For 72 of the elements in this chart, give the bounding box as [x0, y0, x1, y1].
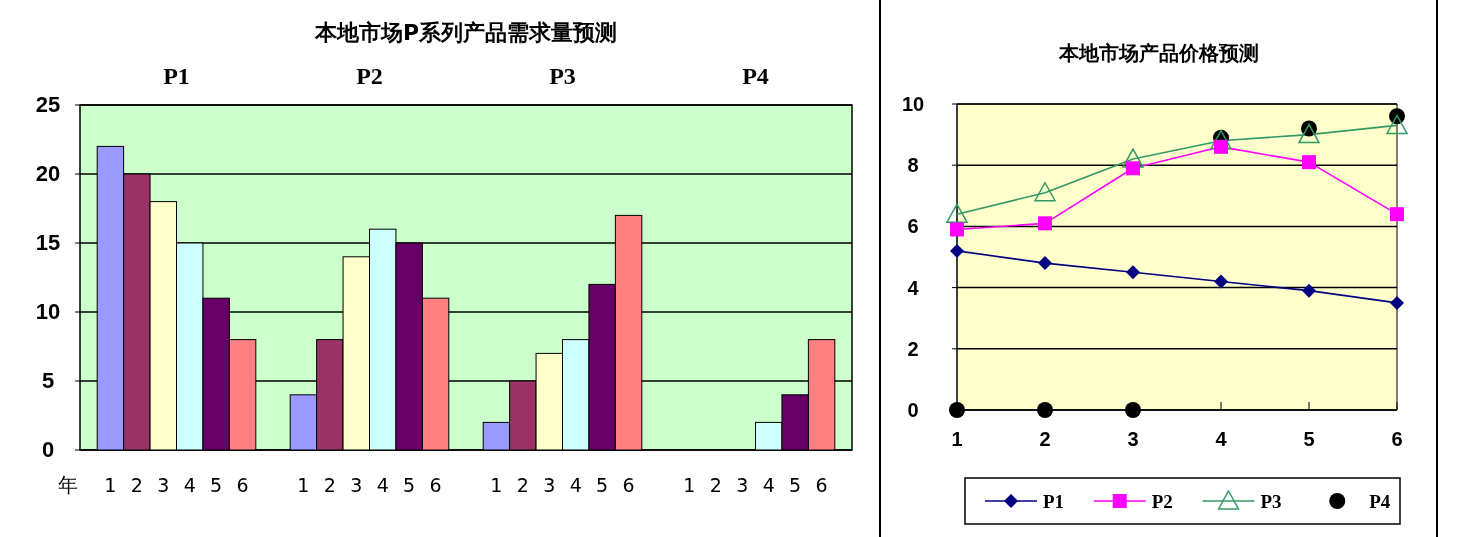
point	[1122, 148, 1144, 168]
text: 6	[622, 474, 635, 496]
y-tick-label: 15	[35, 230, 61, 255]
point	[1037, 402, 1053, 418]
y-tick-label: 2	[907, 337, 919, 360]
point	[1302, 155, 1316, 170]
y-tick-label: 8	[907, 154, 919, 177]
text: 4	[376, 474, 389, 496]
point	[1038, 256, 1052, 271]
text: 1	[490, 474, 503, 496]
point	[1390, 207, 1404, 222]
text: 5	[596, 474, 609, 496]
x-tick-label: P2	[356, 63, 383, 89]
series-label: 6	[236, 474, 249, 496]
text: 5	[789, 474, 802, 496]
y-tick-label: 6	[907, 215, 919, 238]
series-label: 1	[104, 474, 117, 496]
y-tick-label: 20	[35, 161, 61, 186]
point	[1302, 283, 1316, 298]
text: 4	[569, 474, 582, 496]
y-tick-label: 0	[41, 437, 55, 462]
y-tick-label: 0	[907, 399, 919, 421]
point	[1034, 181, 1056, 202]
chart-title: 本地市场产品价格预测	[1057, 41, 1259, 65]
x-tick-label: P1	[163, 63, 190, 89]
x-tick-label: P4	[742, 63, 769, 89]
legend-label: P1	[1043, 491, 1065, 512]
point	[1126, 161, 1140, 176]
y-tick-label: 5	[41, 368, 55, 393]
y-tick-label: 4	[907, 276, 920, 299]
text: 5	[403, 474, 416, 496]
point	[1298, 123, 1320, 144]
legend-label: P3	[1260, 491, 1282, 512]
x-tick-label: 3	[1127, 428, 1139, 450]
point	[1390, 295, 1404, 310]
series-label: 2	[130, 474, 143, 496]
legend-label: P4	[1369, 491, 1391, 512]
x-tick-label: 4	[1215, 428, 1228, 450]
y-tick-label: 25	[35, 92, 61, 117]
chart-title: 本地市场P系列产品需求量预测	[313, 20, 618, 45]
text: 3	[543, 474, 556, 496]
point	[1125, 402, 1141, 418]
text: 4	[762, 474, 775, 496]
y-tick-label: 10	[901, 93, 925, 115]
x-tick-label: P3	[549, 63, 576, 89]
x-tick-label: 5	[1303, 428, 1315, 450]
point	[950, 243, 964, 258]
text: 2	[516, 474, 529, 496]
series-label: 5	[210, 474, 223, 496]
legend-label: P2	[1151, 491, 1173, 512]
y-tick-label: 10	[35, 299, 61, 324]
text: 3	[350, 474, 363, 496]
text: 1	[297, 474, 310, 496]
text: 6	[815, 474, 828, 496]
x-tick-label: 2	[1039, 428, 1051, 450]
x-tick-label: 6	[1391, 428, 1403, 450]
point	[1038, 216, 1052, 231]
x-tick-label: 1	[951, 428, 963, 450]
text: 2	[709, 474, 722, 496]
point	[949, 402, 965, 418]
point	[946, 203, 968, 223]
point	[1126, 265, 1140, 280]
point	[1214, 274, 1228, 289]
series-label: 3	[157, 474, 170, 496]
point	[1386, 114, 1408, 135]
text: 6	[429, 474, 442, 496]
x-axis-title: 年	[58, 473, 78, 497]
text: 1	[683, 474, 696, 496]
point	[950, 222, 964, 237]
text: 2	[323, 474, 336, 496]
series-label: 4	[183, 474, 196, 496]
text: 3	[736, 474, 749, 496]
